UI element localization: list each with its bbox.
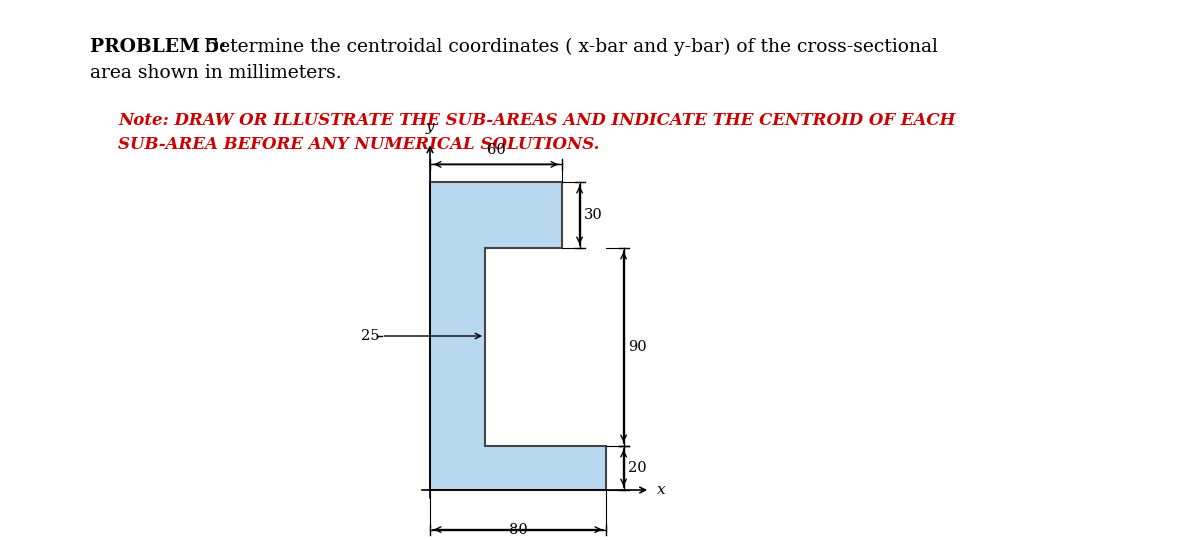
Text: Determine the centroidal coordinates ( x-bar and y-bar) of the cross-sectional: Determine the centroidal coordinates ( x…	[198, 38, 938, 56]
Text: 20: 20	[628, 461, 647, 475]
Text: SUB-AREA BEFORE ANY NUMERICAL SOLUTIONS.: SUB-AREA BEFORE ANY NUMERICAL SOLUTIONS.	[118, 136, 599, 153]
Text: y: y	[426, 119, 434, 133]
Text: 90: 90	[628, 340, 647, 354]
Text: 30: 30	[584, 208, 602, 222]
Text: 80: 80	[509, 523, 527, 537]
Polygon shape	[430, 182, 606, 490]
Text: area shown in millimeters.: area shown in millimeters.	[90, 64, 342, 82]
Text: x: x	[656, 483, 665, 497]
Text: PROBLEM 5:: PROBLEM 5:	[90, 38, 227, 56]
Text: 25: 25	[361, 329, 379, 343]
Text: 60: 60	[487, 144, 505, 157]
Text: Note: DRAW OR ILLUSTRATE THE SUB-AREAS AND INDICATE THE CENTROID OF EACH: Note: DRAW OR ILLUSTRATE THE SUB-AREAS A…	[118, 112, 955, 129]
